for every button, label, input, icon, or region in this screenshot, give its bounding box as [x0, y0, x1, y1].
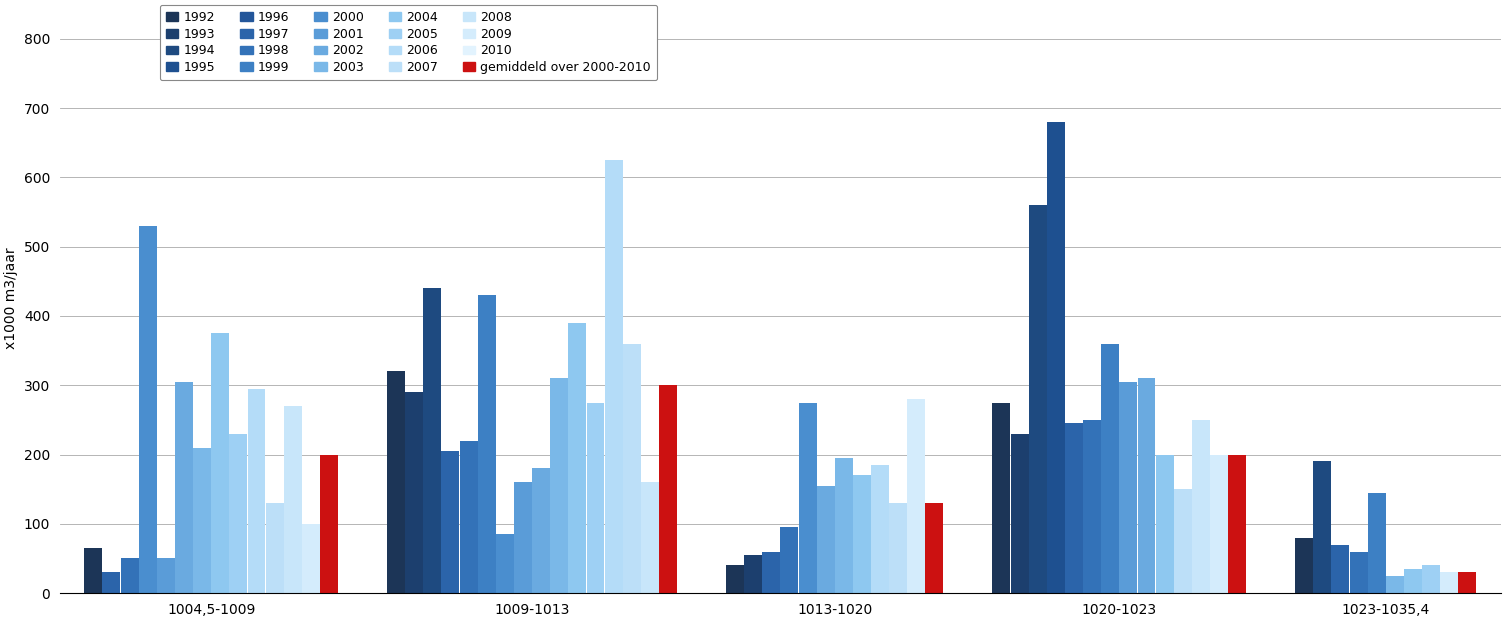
- Bar: [725, 565, 743, 593]
- Bar: [926, 503, 944, 593]
- Bar: [303, 524, 321, 593]
- Bar: [1440, 573, 1458, 593]
- Bar: [266, 503, 283, 593]
- Bar: [284, 406, 303, 593]
- Bar: [387, 371, 405, 593]
- Bar: [817, 486, 835, 593]
- Bar: [157, 558, 175, 593]
- Bar: [569, 323, 587, 593]
- Bar: [835, 458, 853, 593]
- Bar: [1404, 569, 1422, 593]
- Bar: [423, 288, 441, 593]
- Bar: [992, 402, 1010, 593]
- Bar: [1156, 455, 1174, 593]
- Bar: [1029, 205, 1046, 593]
- Bar: [762, 551, 780, 593]
- Bar: [1138, 378, 1156, 593]
- Bar: [120, 558, 138, 593]
- Bar: [641, 483, 659, 593]
- Bar: [1314, 461, 1332, 593]
- Bar: [889, 503, 908, 593]
- Bar: [1010, 433, 1028, 593]
- Bar: [515, 483, 531, 593]
- Bar: [175, 382, 193, 593]
- Bar: [781, 527, 798, 593]
- Bar: [1192, 420, 1210, 593]
- Bar: [1296, 538, 1314, 593]
- Bar: [1120, 382, 1138, 593]
- Bar: [908, 399, 926, 593]
- Bar: [743, 555, 762, 593]
- Bar: [853, 475, 871, 593]
- Bar: [102, 573, 120, 593]
- Bar: [1066, 424, 1084, 593]
- Bar: [605, 160, 623, 593]
- Bar: [1228, 455, 1246, 593]
- Legend: 1992, 1993, 1994, 1995, 1996, 1997, 1998, 1999, 2000, 2001, 2002, 2003, 2004, 20: 1992, 1993, 1994, 1995, 1996, 1997, 1998…: [160, 4, 658, 80]
- Bar: [799, 402, 817, 593]
- Bar: [405, 392, 423, 593]
- Bar: [229, 433, 247, 593]
- Bar: [1422, 565, 1440, 593]
- Bar: [1210, 455, 1228, 593]
- Bar: [533, 468, 549, 593]
- Y-axis label: x1000 m3/jaar: x1000 m3/jaar: [5, 248, 18, 350]
- Bar: [1174, 489, 1192, 593]
- Bar: [1102, 343, 1120, 593]
- Bar: [1368, 492, 1386, 593]
- Bar: [871, 465, 889, 593]
- Bar: [659, 385, 677, 593]
- Bar: [477, 295, 495, 593]
- Bar: [247, 389, 265, 593]
- Bar: [1047, 122, 1066, 593]
- Bar: [1386, 576, 1404, 593]
- Bar: [441, 451, 459, 593]
- Bar: [551, 378, 569, 593]
- Bar: [84, 548, 102, 593]
- Bar: [193, 448, 211, 593]
- Bar: [587, 402, 605, 593]
- Bar: [321, 455, 339, 593]
- Bar: [495, 534, 513, 593]
- Bar: [1458, 573, 1476, 593]
- Bar: [1084, 420, 1102, 593]
- Bar: [459, 441, 477, 593]
- Bar: [138, 226, 157, 593]
- Bar: [623, 343, 641, 593]
- Bar: [1350, 551, 1368, 593]
- Bar: [211, 333, 229, 593]
- Bar: [1332, 545, 1350, 593]
